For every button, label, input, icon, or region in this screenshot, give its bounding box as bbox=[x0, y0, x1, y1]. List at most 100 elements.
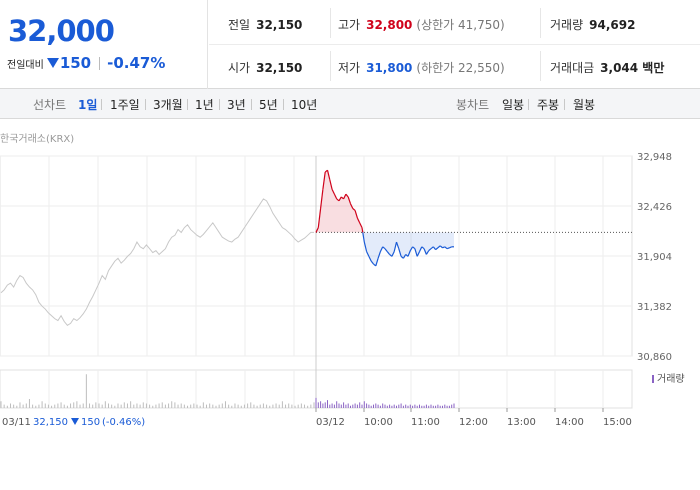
prev-day-change: 150 bbox=[81, 417, 100, 428]
y-tick-label: 32,426 bbox=[637, 202, 672, 213]
stat-value: 94,692 bbox=[589, 18, 636, 32]
tab-3y[interactable]: 3년 bbox=[227, 98, 246, 112]
tab-divider bbox=[283, 99, 284, 110]
tab-daily-candle[interactable]: 일봉 bbox=[502, 98, 525, 112]
price-segment bbox=[414, 248, 418, 257]
prev-day-price: 32,150 bbox=[33, 417, 68, 428]
price-segment bbox=[366, 251, 370, 257]
price-segment bbox=[322, 172, 326, 190]
data-source: 한국거래소(KRX) bbox=[0, 134, 75, 145]
volume-legend-label: 거래량 bbox=[657, 373, 685, 385]
stat-label: 거래대금 bbox=[550, 61, 595, 75]
price-segment bbox=[361, 227, 364, 233]
y-tick-label: 31,904 bbox=[637, 252, 672, 263]
price-segment bbox=[379, 246, 384, 252]
stat-value: 31,800 bbox=[366, 61, 413, 75]
stat-divider bbox=[540, 8, 541, 38]
change-divider bbox=[99, 56, 101, 70]
stat-row-divider bbox=[209, 44, 700, 45]
price-segment bbox=[384, 248, 388, 252]
tab-divider bbox=[145, 99, 146, 110]
price-segment bbox=[368, 256, 372, 262]
stat-high: 고가 32,800 (상한가 41,750) bbox=[338, 16, 505, 33]
price-segment bbox=[338, 196, 342, 202]
price-segment bbox=[329, 179, 333, 190]
stat-label: 저가 bbox=[338, 61, 361, 75]
tab-1w[interactable]: 1주일 bbox=[110, 98, 140, 112]
price-segment bbox=[377, 251, 381, 259]
tab-10y[interactable]: 10년 bbox=[291, 98, 318, 112]
today-price-line bbox=[315, 169, 454, 267]
x-tick-label: 10:00 bbox=[364, 417, 393, 428]
stat-value: 3,044 백만 bbox=[600, 61, 665, 75]
tab-1d[interactable]: 1일 bbox=[78, 98, 98, 112]
down-arrow-icon bbox=[71, 418, 79, 425]
prev-day-date: 03/11 bbox=[2, 417, 31, 428]
price-segment bbox=[317, 208, 322, 228]
y-tick-label: 31,382 bbox=[637, 302, 672, 313]
price-segment bbox=[437, 245, 441, 249]
tab-divider bbox=[101, 99, 102, 110]
x-tick-label: 15:00 bbox=[603, 417, 632, 428]
stat-divider bbox=[540, 51, 541, 81]
price-segment bbox=[428, 248, 432, 252]
price-segment bbox=[409, 246, 414, 251]
price-segment bbox=[393, 241, 398, 252]
price-segment bbox=[395, 241, 400, 249]
price-segment bbox=[349, 203, 354, 209]
price-segment bbox=[331, 189, 335, 195]
tab-3m[interactable]: 3개월 bbox=[153, 98, 183, 112]
y-tick-label: 30,860 bbox=[637, 352, 672, 363]
price-segment bbox=[398, 248, 402, 257]
tab-divider bbox=[187, 99, 188, 110]
price-segment bbox=[416, 251, 421, 257]
stat-value: 32,150 bbox=[256, 61, 303, 75]
volume-bars bbox=[0, 374, 455, 408]
tab-weekly-candle[interactable]: 주봉 bbox=[537, 98, 560, 112]
price-segment bbox=[333, 193, 338, 200]
price-segment bbox=[343, 193, 347, 200]
stat-label: 고가 bbox=[338, 18, 361, 32]
price-segment bbox=[382, 246, 386, 250]
stat-divider bbox=[330, 8, 331, 38]
change-label: 전일대비 bbox=[7, 59, 44, 71]
stat-label: 시가 bbox=[228, 61, 251, 75]
chart-grid bbox=[0, 155, 633, 409]
price-segment bbox=[412, 246, 416, 250]
tab-1y[interactable]: 1년 bbox=[195, 98, 214, 112]
prev-day-percent: (-0.46%) bbox=[102, 417, 145, 428]
price-segment bbox=[435, 247, 439, 251]
price-segment bbox=[425, 250, 430, 255]
price-segment bbox=[407, 250, 411, 257]
area-above-reference bbox=[316, 170, 454, 233]
stat-divider bbox=[330, 51, 331, 81]
tab-monthly-candle[interactable]: 월봉 bbox=[573, 98, 596, 112]
candle-chart-header: 봉차트 bbox=[456, 98, 490, 112]
y-tick-label: 32,948 bbox=[637, 152, 672, 163]
price-segment bbox=[315, 227, 319, 233]
prev-day-price-line bbox=[0, 198, 314, 327]
price-segment bbox=[386, 251, 391, 255]
x-tick-label: 03/12 bbox=[316, 417, 345, 428]
price-segment bbox=[391, 251, 395, 257]
price-segment bbox=[444, 246, 448, 250]
price-segment bbox=[446, 247, 450, 250]
down-arrow-icon bbox=[46, 58, 59, 68]
stat-sub: (상한가 41,750) bbox=[416, 18, 505, 32]
current-price: 32,000 bbox=[8, 14, 115, 48]
stat-label: 거래량 bbox=[550, 18, 584, 32]
tab-divider bbox=[564, 99, 565, 110]
stat-prev-close: 전일 32,150 bbox=[228, 16, 302, 33]
price-segment bbox=[432, 246, 437, 251]
chart-period-tabs: 선차트 1일 1주일 3개월 1년 3년 5년 10년 봉차트 일봉 주봉 월봉 bbox=[0, 89, 700, 119]
x-tick-label: 12:00 bbox=[459, 417, 488, 428]
x-tick-label: 13:00 bbox=[507, 417, 536, 428]
price-segment bbox=[439, 245, 443, 249]
x-axis-labels: 03/12 10:00 11:00 12:00 13:00 14:00 15:00 bbox=[315, 408, 632, 428]
change-percent: -0.47% bbox=[107, 54, 166, 72]
tab-5y[interactable]: 5년 bbox=[259, 98, 278, 112]
price-segment bbox=[402, 254, 407, 259]
price-segment bbox=[359, 222, 363, 228]
x-tick-label: 11:00 bbox=[411, 417, 440, 428]
